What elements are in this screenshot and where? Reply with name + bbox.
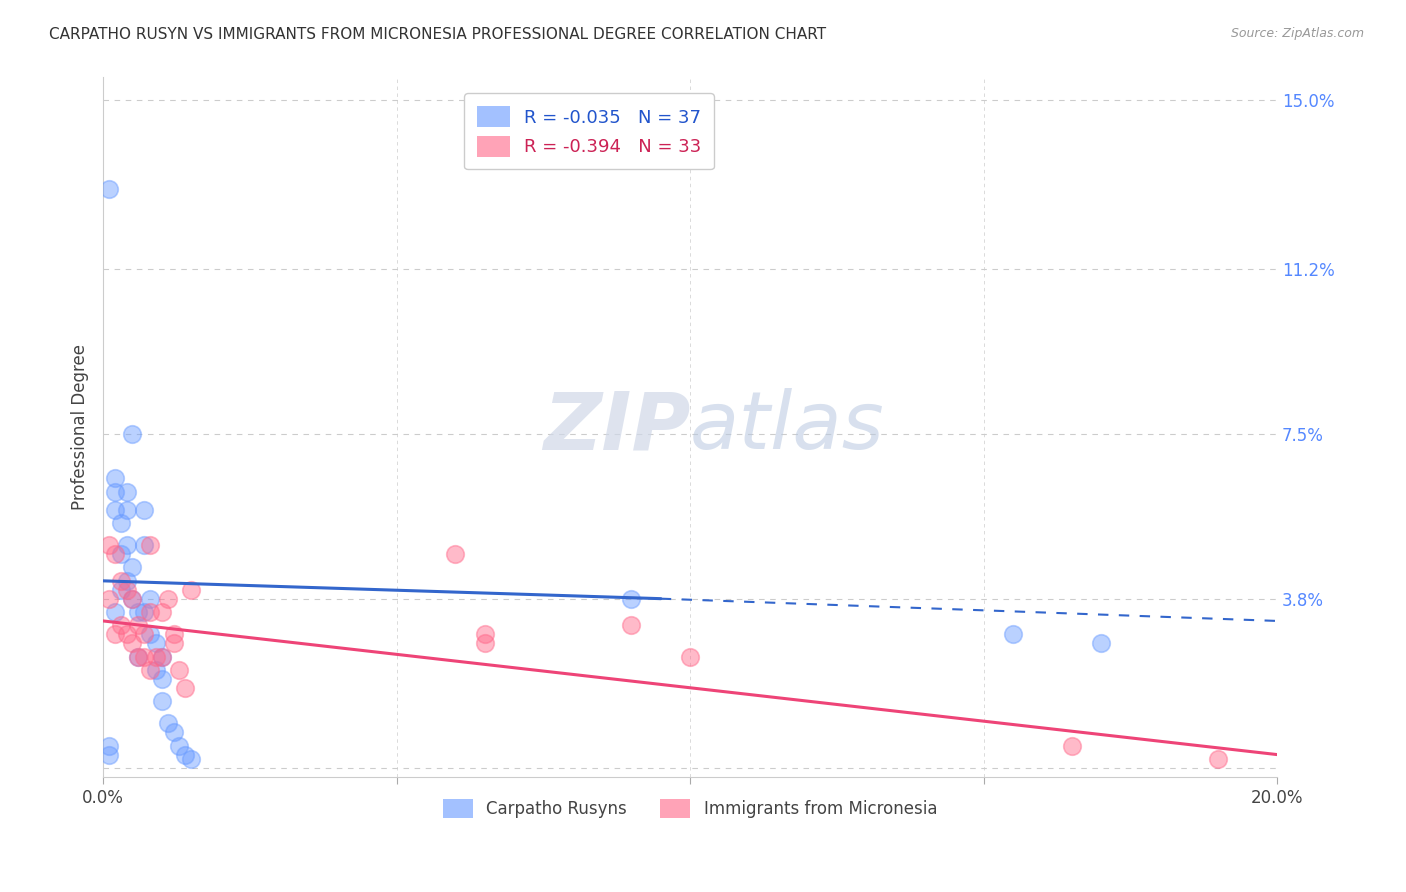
Point (110, 582, 132, 597)
Point (134, 605, 156, 619)
Text: atlas: atlas (690, 388, 884, 467)
Point (156, 716, 179, 731)
Point (98, 538, 121, 552)
Point (121, 591, 143, 606)
Point (115, 627, 138, 641)
Point (139, 591, 162, 606)
Point (1208, 752, 1230, 766)
Point (104, 547, 127, 561)
Point (444, 547, 467, 561)
Point (180, 582, 202, 597)
Point (115, 574, 138, 588)
Point (98, 182, 121, 196)
Point (121, 426, 143, 441)
Point (139, 538, 162, 552)
Point (150, 694, 173, 708)
Point (98, 739, 121, 753)
Point (139, 605, 162, 619)
Point (127, 649, 149, 664)
Point (474, 627, 496, 641)
Point (162, 725, 184, 739)
Point (98, 591, 121, 606)
Point (110, 516, 132, 530)
Point (169, 739, 191, 753)
Point (169, 663, 191, 677)
Point (679, 649, 702, 664)
Point (1001, 627, 1024, 641)
Point (180, 752, 202, 766)
Point (134, 538, 156, 552)
Point (115, 502, 138, 516)
Point (174, 747, 197, 762)
Point (150, 672, 173, 686)
Point (115, 582, 138, 597)
Point (127, 649, 149, 664)
Point (104, 627, 127, 641)
Point (150, 605, 173, 619)
Point (174, 681, 197, 695)
Point (115, 484, 138, 499)
Point (1060, 739, 1083, 753)
Text: CARPATHO RUSYN VS IMMIGRANTS FROM MICRONESIA PROFESSIONAL DEGREE CORRELATION CHA: CARPATHO RUSYN VS IMMIGRANTS FROM MICRON… (49, 27, 827, 42)
Point (121, 591, 143, 606)
Point (474, 636, 496, 650)
Point (145, 663, 167, 677)
Point (145, 636, 167, 650)
Point (104, 471, 127, 485)
Point (162, 636, 184, 650)
Point (139, 663, 162, 677)
Point (134, 627, 156, 641)
Point (115, 538, 138, 552)
Point (139, 627, 162, 641)
Point (98, 747, 121, 762)
Legend: Carpatho Rusyns, Immigrants from Micronesia: Carpatho Rusyns, Immigrants from Microne… (436, 792, 943, 824)
Point (127, 605, 149, 619)
Text: Source: ZipAtlas.com: Source: ZipAtlas.com (1230, 27, 1364, 40)
Point (110, 574, 132, 588)
Point (121, 560, 143, 574)
Point (110, 547, 132, 561)
Point (127, 618, 149, 632)
Point (162, 627, 184, 641)
Point (156, 591, 179, 606)
Point (620, 618, 643, 632)
Point (145, 649, 167, 664)
Point (104, 502, 127, 516)
Point (150, 649, 173, 664)
Point (134, 502, 156, 516)
Point (121, 636, 143, 650)
Point (620, 591, 643, 606)
Point (110, 618, 132, 632)
Point (1090, 636, 1112, 650)
Point (150, 649, 173, 664)
Text: ZIP: ZIP (543, 388, 690, 467)
Point (134, 649, 156, 664)
Point (104, 484, 127, 499)
Point (104, 605, 127, 619)
Y-axis label: Professional Degree: Professional Degree (72, 344, 89, 510)
